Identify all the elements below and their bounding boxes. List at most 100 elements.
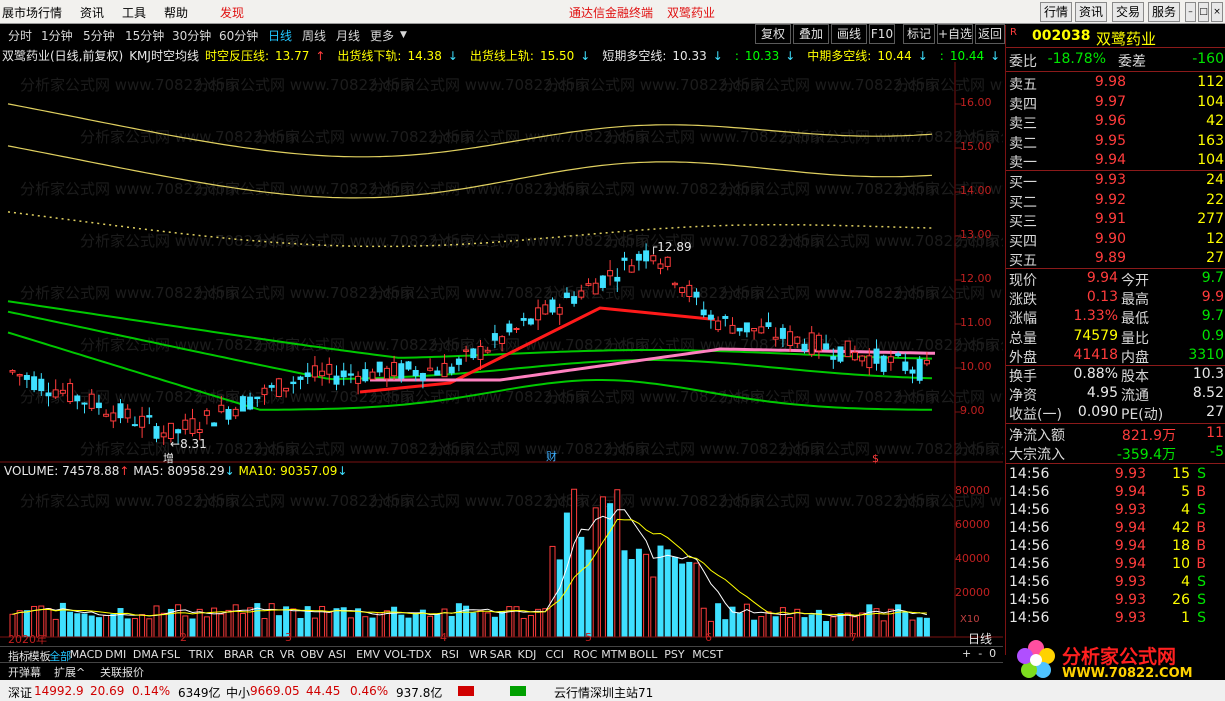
promo-terminal-link[interactable]: 通达信金融终端 bbox=[569, 6, 654, 20]
extra-tab[interactable]: 扩展^ bbox=[54, 666, 86, 679]
indicator-tab[interactable]: 模板 bbox=[28, 650, 51, 663]
mark-button[interactable]: 标记 bbox=[903, 24, 935, 44]
candlestick bbox=[520, 318, 527, 321]
period-tab[interactable]: 分时 bbox=[8, 29, 33, 43]
candlestick bbox=[679, 287, 686, 293]
indicator-tab[interactable]: VR bbox=[279, 648, 295, 661]
indicator-tab[interactable]: SAR bbox=[489, 648, 512, 661]
extra-tab[interactable]: 开弹幕 bbox=[8, 666, 41, 679]
f10-button[interactable]: F10 bbox=[869, 24, 895, 44]
watermark-text: 分析家公式网 www.70822.com bbox=[80, 336, 300, 354]
period-tab[interactable]: 15分钟 bbox=[125, 29, 165, 43]
back-button[interactable]: 返回 bbox=[975, 24, 1005, 44]
menu-tools[interactable]: 工具 bbox=[122, 6, 147, 20]
dividend-marker[interactable]: $ bbox=[872, 452, 879, 465]
candlestick bbox=[549, 299, 556, 313]
bids-row[interactable]: 买五 9.89 27 bbox=[1009, 250, 1224, 270]
period-tab[interactable]: 周线 bbox=[302, 29, 327, 43]
period-tab[interactable]: 月线 bbox=[336, 29, 361, 43]
trade-button[interactable]: 交易 bbox=[1112, 2, 1144, 22]
indicator-tab[interactable]: TRIX bbox=[188, 648, 214, 661]
volume-bar bbox=[117, 608, 124, 638]
indicator-tab[interactable]: OBV bbox=[300, 648, 324, 661]
menu-market[interactable]: 展市场行情 bbox=[2, 6, 63, 20]
restore-icon[interactable]: □ bbox=[1198, 2, 1209, 22]
promo-stock-link[interactable]: 双鹭药业 bbox=[667, 6, 716, 20]
indicator-tab[interactable]: BOLL bbox=[629, 648, 658, 661]
overlay-button[interactable]: 叠加 bbox=[793, 24, 829, 44]
chevron-down-icon[interactable]: ▼ bbox=[400, 30, 407, 40]
news-button[interactable]: 资讯 bbox=[1075, 2, 1107, 22]
menu-news[interactable]: 资讯 bbox=[80, 6, 105, 20]
volume-bar bbox=[311, 617, 318, 638]
indicator-tab[interactable]: RSI bbox=[441, 648, 459, 661]
volume-bar bbox=[794, 608, 801, 638]
finance-marker[interactable]: 财 bbox=[546, 450, 557, 463]
period-tab[interactable]: 5分钟 bbox=[83, 29, 115, 43]
period-tab[interactable]: 60分钟 bbox=[219, 29, 259, 43]
candlestick bbox=[621, 257, 628, 261]
indicator-tab[interactable]: VOL-TDX bbox=[384, 648, 432, 661]
bids-row[interactable]: 买二 9.92 22 bbox=[1009, 191, 1224, 211]
service-button[interactable]: 服务 bbox=[1148, 2, 1180, 22]
indicator-tab[interactable]: FSL bbox=[160, 648, 181, 661]
candlestick bbox=[153, 426, 160, 439]
indicator-tab[interactable]: CCI bbox=[545, 648, 564, 661]
indicator-tab[interactable]: KDJ bbox=[517, 648, 537, 661]
indicator-tab[interactable]: DMA bbox=[132, 648, 159, 661]
volume-bar bbox=[866, 604, 873, 638]
watermark-text: 分析家公式网 www.70822.com bbox=[430, 440, 650, 458]
indicator-tab[interactable]: MTM bbox=[601, 648, 627, 661]
period-tab[interactable]: 1分钟 bbox=[41, 29, 73, 43]
indicator-tab[interactable]: DMI bbox=[105, 648, 127, 661]
indicator-tab[interactable]: 指标 bbox=[8, 650, 30, 663]
bids-row[interactable]: 买一 9.93 24 bbox=[1009, 172, 1224, 191]
candlestick bbox=[571, 296, 578, 304]
indicator-tab[interactable]: EMV bbox=[356, 648, 381, 661]
zeng-marker[interactable]: 增 bbox=[163, 452, 174, 465]
quote-panel: R 002038 双鹭药业 委比 -18.78% 委差 -160 卖五 9.98 1… bbox=[1005, 25, 1225, 655]
bids-row[interactable]: 买四 9.90 12 bbox=[1009, 230, 1224, 250]
adjust-button[interactable]: 复权 bbox=[755, 24, 791, 44]
indicator-tab[interactable]: MACD bbox=[69, 648, 103, 661]
watermark-text: 分析家公式网 www.70822.com bbox=[430, 232, 650, 250]
asks-row[interactable]: 卖一 9.94 104 bbox=[1009, 152, 1224, 172]
indicator-tabs: 指标 模板 全部 MACD DMI DMA FSL TRIX BRAR CR VR OBV ASI EMV… bbox=[0, 646, 1003, 663]
indicator-tab[interactable]: MCST bbox=[692, 648, 724, 661]
indicator-tab[interactable]: 全部 bbox=[49, 650, 72, 663]
menu-discover[interactable]: 发现 bbox=[220, 6, 245, 20]
quote-button[interactable]: 行情 bbox=[1040, 2, 1072, 22]
draw-button[interactable]: 画线 bbox=[831, 24, 867, 44]
indicator-tab[interactable]: BRAR bbox=[223, 648, 254, 661]
indicator-tab[interactable]: CR bbox=[259, 648, 275, 661]
candlestick bbox=[81, 402, 88, 405]
watermark-text: 分析家公式网 www.70822.com bbox=[255, 128, 475, 146]
menu-help[interactable]: 帮助 bbox=[164, 6, 189, 20]
minimize-icon[interactable]: – bbox=[1185, 2, 1196, 22]
stock-code: 002038 bbox=[1032, 28, 1091, 44]
period-tab[interactable]: 30分钟 bbox=[172, 29, 212, 43]
bids-row[interactable]: 买三 9.91 277 bbox=[1009, 211, 1224, 231]
asks-row[interactable]: 卖五 9.98 112 bbox=[1009, 74, 1224, 93]
asks-row[interactable]: 卖二 9.95 163 bbox=[1009, 132, 1224, 152]
volume-tick-label: 20000 bbox=[955, 586, 990, 599]
indicator-tab[interactable]: ROC bbox=[573, 648, 598, 661]
indicator-tab[interactable]: PSY bbox=[664, 648, 685, 661]
zoom-controls[interactable]: + - 0 bbox=[962, 647, 1007, 660]
asks-row[interactable]: 卖四 9.97 104 bbox=[1009, 93, 1224, 113]
close-icon[interactable]: × bbox=[1211, 2, 1223, 22]
extra-tab[interactable]: 关联报价 bbox=[100, 666, 144, 679]
period-tab-daily[interactable]: 日线 bbox=[268, 29, 293, 43]
period-more[interactable]: 更多 bbox=[370, 29, 395, 43]
volume-legend: VOLUME: 74578.88↑ MA5: 80958.29↓ MA10: 9… bbox=[4, 464, 347, 478]
extra-tabs: 开弹幕 扩展^ 关联报价 bbox=[0, 662, 1003, 679]
price-volume-chart[interactable]: 分析家公式网 www.70822.com 分析家公式网 www.70822.com… bbox=[0, 62, 1003, 652]
indicator-tab[interactable]: ASI bbox=[328, 648, 346, 661]
volume-bar bbox=[189, 618, 196, 638]
add-watchlist-button[interactable]: +自选 bbox=[937, 24, 973, 44]
tick-row: 14:56 9.93 15 S bbox=[1009, 466, 1206, 482]
asks-row[interactable]: 卖三 9.96 42 bbox=[1009, 113, 1224, 133]
price-tick-label: 15.00 bbox=[960, 140, 992, 153]
indicator-tab[interactable]: WR bbox=[469, 648, 488, 661]
candlestick bbox=[513, 328, 520, 331]
